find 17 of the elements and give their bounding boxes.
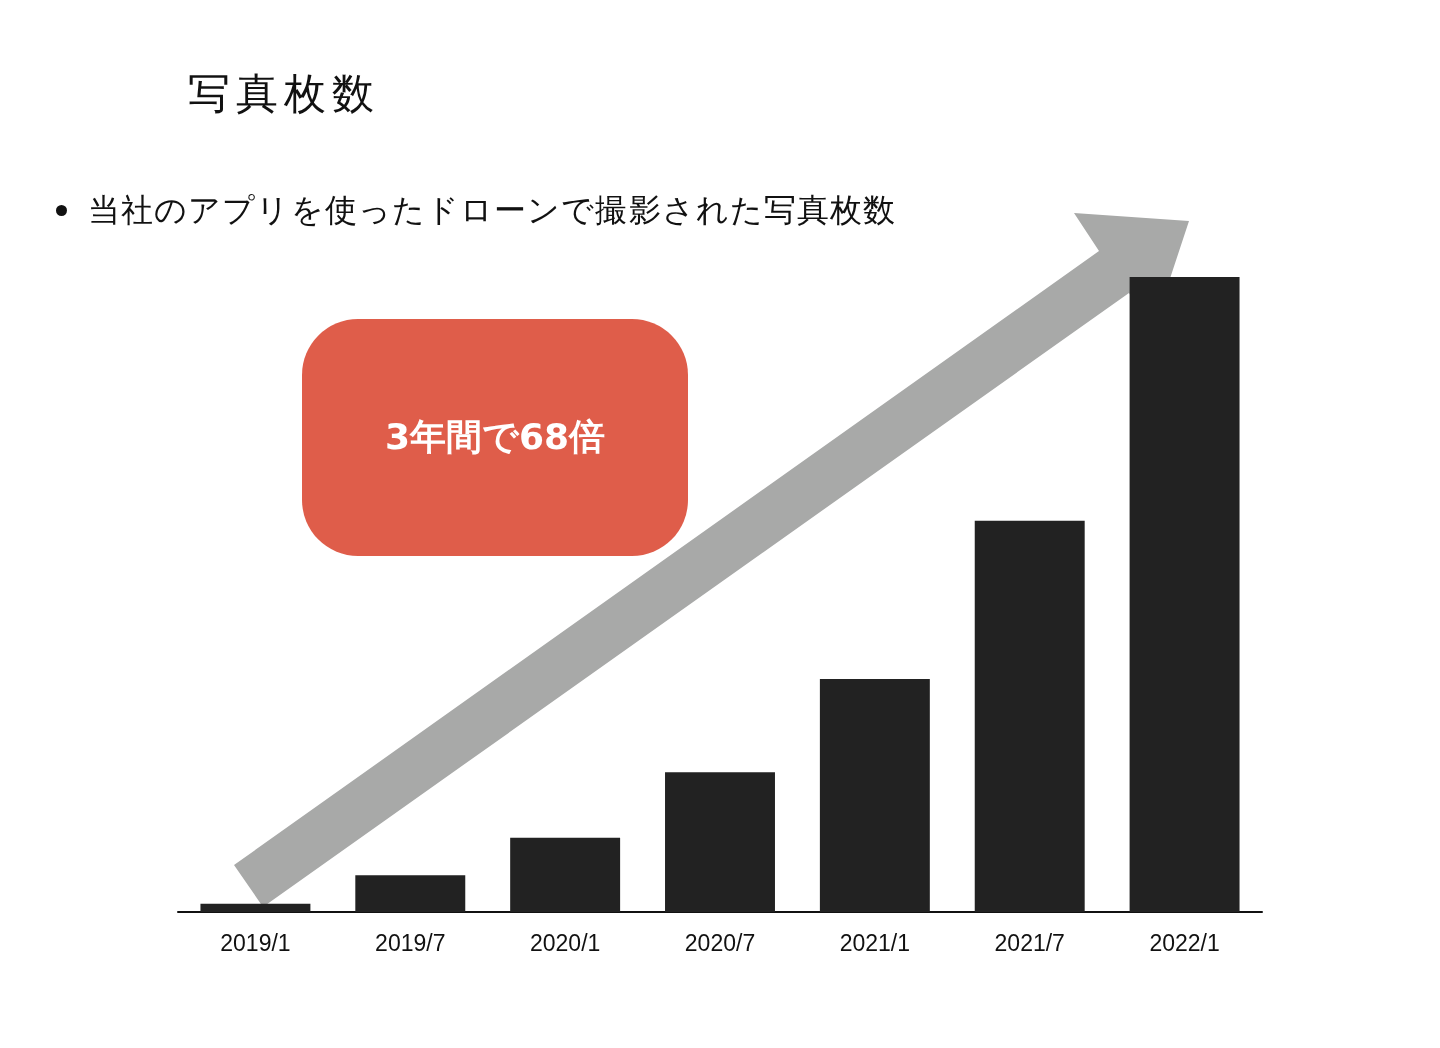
bar	[355, 875, 466, 912]
chart-title: 写真枚数	[188, 68, 380, 120]
bar	[974, 520, 1085, 912]
bar	[665, 772, 775, 912]
x-tick-label: 2021/1	[839, 929, 911, 956]
x-tick-label: 2020/1	[529, 929, 601, 956]
bar	[1129, 277, 1240, 912]
x-tick-label: 2020/7	[684, 929, 756, 956]
x-tick-label: 2022/1	[1149, 929, 1220, 956]
x-tick-label: 2019/7	[375, 929, 446, 956]
bar	[819, 678, 930, 912]
x-tick-label: 2021/7	[994, 929, 1065, 956]
x-tick-label: 2019/1	[220, 929, 291, 956]
bar	[510, 837, 621, 912]
chart-subtitle: 当社のアプリを使ったドローンで撮影された写真枚数	[88, 190, 897, 231]
bar	[200, 903, 311, 912]
annotation: 3年間で68倍	[384, 415, 606, 459]
